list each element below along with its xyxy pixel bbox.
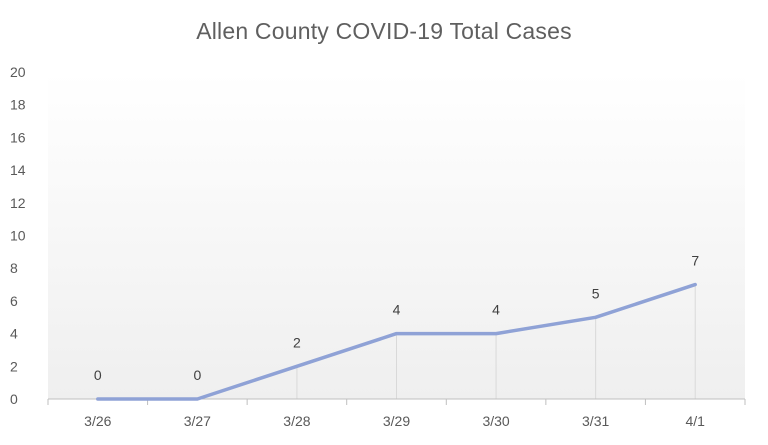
- data-label: 5: [592, 285, 600, 301]
- x-tick-label: 3/31: [582, 413, 609, 429]
- x-axis-tick-labels: 3/26 3/27 3/28 3/29 3/30 3/31 4/1: [84, 413, 705, 429]
- y-tick-label: 12: [10, 195, 26, 211]
- y-tick-label: 8: [10, 260, 18, 276]
- data-label: 0: [193, 367, 201, 383]
- y-tick-label: 6: [10, 293, 18, 309]
- x-tick-label: 3/28: [283, 413, 310, 429]
- series-line: [96, 282, 697, 401]
- x-tick-label: 3/30: [482, 413, 509, 429]
- x-tick-label: 3/29: [383, 413, 410, 429]
- y-tick-label: 10: [10, 228, 26, 244]
- y-tick-label: 2: [10, 358, 18, 374]
- y-tick-label: 20: [10, 64, 26, 80]
- y-tick-label: 14: [10, 162, 26, 178]
- data-label: 2: [293, 334, 301, 350]
- y-tick-label: 0: [10, 391, 18, 407]
- chart-title: Allen County COVID-19 Total Cases: [196, 18, 572, 44]
- y-tick-label: 4: [10, 326, 18, 342]
- drop-lines: [296, 284, 696, 399]
- data-label: 4: [393, 302, 401, 318]
- x-tick-label: 4/1: [685, 413, 705, 429]
- x-tick-label: 3/27: [184, 413, 211, 429]
- data-label: 4: [492, 302, 500, 318]
- y-axis-tick-labels: 0 2 4 6 8 10 12 14 16 18 20: [10, 64, 26, 407]
- y-tick-label: 16: [10, 129, 26, 145]
- data-label: 7: [691, 253, 699, 269]
- y-tick-label: 18: [10, 97, 26, 113]
- x-tick-label: 3/26: [84, 413, 111, 429]
- data-labels: 0 0 2 4 4 5 7: [94, 253, 699, 383]
- series-lines: [96, 282, 697, 401]
- data-label: 0: [94, 367, 102, 383]
